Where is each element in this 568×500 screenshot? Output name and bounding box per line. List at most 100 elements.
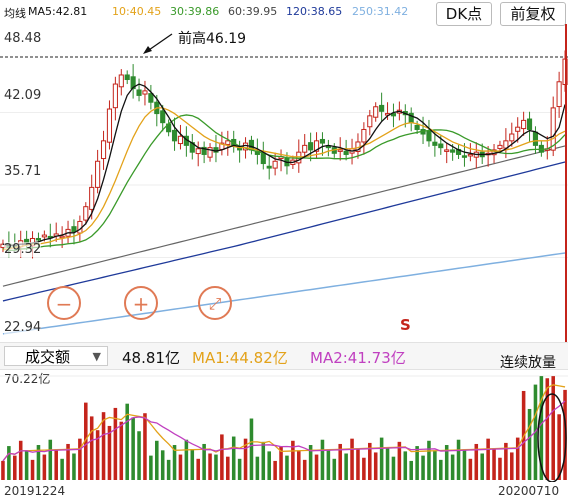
- volume-bar: [226, 456, 230, 480]
- candle: [444, 149, 450, 152]
- candle: [71, 226, 77, 233]
- volume-bar: [54, 449, 58, 480]
- candle: [136, 89, 142, 96]
- volume-bar: [119, 421, 124, 480]
- volume-bar: [66, 443, 70, 480]
- volume-bar: [403, 451, 408, 480]
- indicator-select-value: 成交额: [25, 348, 71, 366]
- volume-bar: [338, 443, 342, 480]
- ma30-path: [2, 114, 566, 252]
- fullscreen-button[interactable]: ⤢: [198, 286, 232, 320]
- prev-high-arrow-icon: [143, 33, 173, 54]
- volume-bar: [18, 440, 23, 480]
- indicator-select[interactable]: 成交额 ▼: [4, 346, 108, 366]
- candle: [160, 110, 166, 124]
- dk-point-button[interactable]: DK点: [436, 2, 492, 26]
- volume-note: 连续放量: [500, 355, 556, 371]
- candle: [308, 142, 314, 151]
- candle: [124, 74, 130, 81]
- candle: [35, 237, 42, 241]
- volume-ma1: MA1:44.82亿: [192, 349, 288, 367]
- date-bar: 20191224 20200710: [0, 482, 568, 500]
- volume-bar: [450, 454, 455, 480]
- volume-bar: [202, 443, 206, 480]
- volume-bar: [551, 376, 555, 480]
- candle: [260, 152, 266, 165]
- volume-bar: [362, 457, 366, 480]
- volume-chart[interactable]: [0, 368, 568, 482]
- volume-bar: [255, 456, 260, 480]
- volume-bar: [285, 455, 289, 480]
- volume-bar: [433, 450, 437, 480]
- volume-header: 成交额 ▼ 48.81亿 MA1:44.82亿 MA2:41.73亿: [0, 342, 568, 370]
- ma-label: 均线: [4, 7, 26, 20]
- zoom-out-button[interactable]: −: [47, 286, 81, 320]
- candle: [302, 144, 308, 153]
- volume-bar: [527, 408, 532, 480]
- ma10-line: [2, 107, 566, 251]
- volume-bar: [356, 448, 360, 480]
- candle: [272, 160, 278, 169]
- volume-bar: [486, 438, 490, 480]
- minus-icon: −: [55, 292, 73, 316]
- volume-bar: [208, 453, 212, 480]
- price-label-5: 22.94: [4, 320, 42, 335]
- volume-bar: [409, 460, 413, 480]
- candle: [379, 104, 385, 112]
- candle: [414, 124, 420, 130]
- forward-adjust-button[interactable]: 前复权: [500, 2, 566, 26]
- candle: [550, 107, 556, 151]
- candle: [438, 143, 444, 149]
- volume-bar: [557, 414, 561, 480]
- candle: [313, 140, 320, 152]
- volume-bar: [166, 459, 171, 480]
- volume-bar: [13, 455, 17, 480]
- volume-bar: [492, 448, 496, 480]
- candle: [213, 147, 219, 153]
- ma5-line: [2, 83, 566, 246]
- volume-bar: [214, 454, 218, 480]
- price-chart[interactable]: [0, 24, 568, 342]
- volume-bar: [332, 458, 337, 480]
- ma250-value: 250:31.42: [352, 5, 409, 18]
- candle: [207, 147, 213, 158]
- volume-bar: [220, 434, 224, 480]
- candle: [142, 90, 148, 95]
- volume-ma2: MA2:41.73亿: [310, 349, 406, 367]
- volume-bar: [291, 440, 295, 480]
- candle: [532, 131, 539, 146]
- volume-bar: [510, 452, 514, 480]
- volume-bar: [373, 452, 378, 480]
- volume-bar: [563, 389, 567, 480]
- volume-bar: [444, 445, 449, 480]
- volume-bar: [391, 456, 396, 480]
- date-start: 20191224: [4, 484, 66, 498]
- volume-bar: [172, 445, 177, 480]
- volume-bar: [7, 446, 11, 480]
- candle: [343, 150, 349, 155]
- volume-ma2-line: [2, 400, 566, 462]
- price-label-2: 42.09: [4, 88, 42, 103]
- volume-bar: [385, 447, 390, 480]
- volume-bar: [368, 442, 372, 480]
- candle: [130, 76, 136, 90]
- plus-icon: +: [132, 292, 150, 316]
- ma250-path: [2, 252, 566, 335]
- volume-bar: [480, 453, 484, 480]
- price-label-1: 48.48: [4, 31, 42, 46]
- ma10-value: 10:40.45: [112, 5, 162, 18]
- candle: [509, 133, 515, 142]
- volume-bar: [421, 455, 425, 480]
- volume-bar: [101, 412, 106, 480]
- volume-bar: [60, 458, 64, 480]
- volume-bar: [78, 438, 82, 480]
- price-label-4: 29.32: [4, 242, 42, 257]
- volume-bar: [456, 439, 461, 480]
- volume-bar: [72, 453, 76, 480]
- volume-bar: [137, 431, 141, 480]
- volume-bar: [143, 413, 147, 480]
- zoom-in-button[interactable]: +: [124, 286, 158, 320]
- volume-value: 48.81亿: [122, 349, 180, 367]
- volume-bar: [462, 449, 467, 480]
- volume-bars: [1, 376, 567, 480]
